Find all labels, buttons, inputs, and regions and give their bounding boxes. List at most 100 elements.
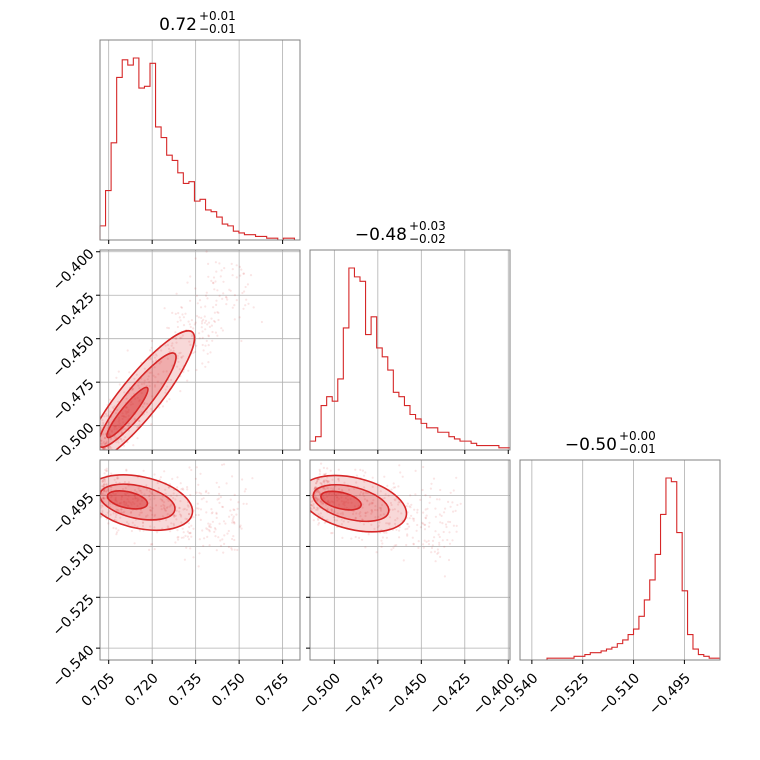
sample-point	[120, 495, 123, 498]
sample-point	[347, 501, 350, 504]
sample-point	[319, 482, 322, 485]
sample-point	[131, 387, 135, 390]
sample-point	[207, 344, 210, 347]
sample-point	[159, 498, 162, 501]
sample-point	[145, 488, 148, 491]
sample-point	[130, 400, 133, 403]
sample-point	[148, 495, 151, 498]
contour-outer	[100, 474, 194, 532]
sample-point	[316, 480, 319, 483]
sample-point	[117, 416, 121, 419]
sample-point	[415, 529, 418, 532]
sample-point	[207, 361, 210, 364]
sample-point	[362, 523, 365, 526]
sample-point	[109, 454, 111, 456]
sample-point	[195, 491, 198, 494]
sample-point	[316, 498, 319, 501]
sample-point	[179, 336, 182, 340]
sample-point	[172, 346, 175, 350]
sample-point	[137, 487, 140, 490]
sample-point	[448, 542, 452, 545]
sample-point	[422, 522, 425, 525]
sample-point	[167, 347, 171, 350]
sample-point	[227, 545, 230, 549]
sample-point	[103, 437, 107, 440]
sample-point	[207, 492, 210, 495]
sample-point	[119, 516, 122, 519]
sample-point	[424, 508, 427, 511]
sample-point	[156, 481, 159, 485]
sample-point	[153, 366, 156, 369]
sample-point	[192, 556, 195, 559]
sample-point	[120, 501, 123, 504]
sample-point	[354, 535, 357, 539]
sample-point	[125, 501, 128, 504]
sample-point	[439, 555, 442, 559]
sample-point	[207, 275, 210, 278]
sample-point	[180, 336, 183, 339]
sample-point	[334, 494, 337, 497]
sample-point	[219, 539, 222, 542]
sample-point	[428, 521, 431, 524]
sample-point	[226, 298, 229, 301]
sample-point	[388, 523, 391, 526]
sample-point	[143, 367, 146, 370]
sample-point	[188, 323, 191, 326]
sample-point	[153, 384, 157, 387]
sample-point	[243, 490, 246, 493]
sample-point	[102, 478, 105, 481]
sample-point	[424, 517, 428, 520]
sample-point	[156, 380, 159, 383]
sample-point	[364, 514, 367, 518]
sample-point	[170, 494, 173, 497]
sample-point	[125, 521, 129, 524]
sample-point	[341, 513, 345, 516]
sample-point	[330, 487, 333, 490]
sample-point	[189, 531, 192, 534]
sample-point	[106, 451, 108, 453]
sample-point	[226, 532, 229, 535]
sample-point	[381, 536, 384, 539]
sample-point	[314, 495, 317, 498]
sample-point	[109, 502, 112, 505]
sample-point	[135, 491, 138, 494]
sample-point	[331, 478, 334, 481]
sample-point	[115, 519, 118, 522]
sample-point	[357, 504, 360, 507]
sample-point	[145, 384, 148, 388]
sample-point	[138, 398, 141, 402]
sample-point	[157, 373, 160, 376]
sample-point	[436, 552, 439, 555]
sample-point	[92, 535, 94, 537]
sample-point	[229, 498, 232, 501]
sample-point	[438, 535, 441, 539]
sample-point	[103, 447, 107, 450]
sample-point	[121, 414, 124, 418]
sample-point	[121, 417, 124, 421]
sample-point	[231, 521, 234, 524]
sample-point	[161, 498, 164, 501]
sample-point	[200, 492, 203, 495]
sample-point	[117, 370, 120, 373]
sample-point	[148, 548, 151, 552]
sample-point	[117, 477, 120, 480]
sample-point	[143, 382, 146, 385]
sample-point	[189, 275, 192, 278]
sample-point	[163, 504, 166, 508]
sample-point	[215, 511, 218, 514]
sample-point	[153, 385, 157, 388]
sample-point	[211, 330, 214, 334]
sample-point	[162, 503, 165, 506]
sample-point	[122, 444, 126, 447]
sample-point	[123, 502, 126, 505]
histogram-3	[520, 477, 720, 661]
sample-point	[397, 485, 400, 488]
sample-point	[219, 275, 222, 278]
sample-point	[176, 536, 179, 539]
sample-point	[318, 521, 321, 525]
sample-point	[452, 524, 455, 527]
sample-point	[318, 491, 321, 494]
sample-point	[358, 493, 361, 496]
sample-point	[160, 382, 163, 385]
sample-point	[443, 511, 446, 514]
